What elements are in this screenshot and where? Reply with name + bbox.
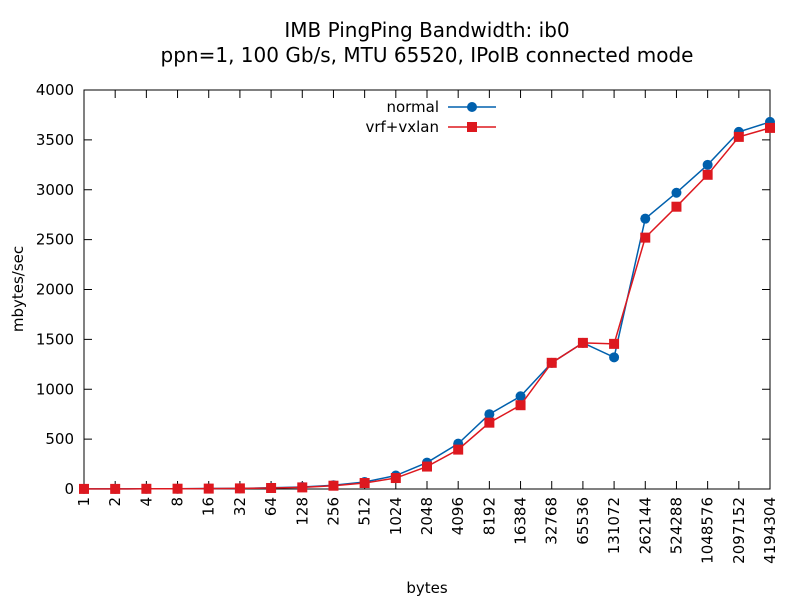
series-layer	[79, 116, 775, 494]
y-tick-label: 0	[64, 480, 74, 498]
series-1	[79, 122, 775, 494]
x-tick-label: 64	[262, 497, 280, 516]
y-tick-label: 3500	[36, 131, 74, 149]
point-square	[609, 338, 620, 349]
point-circle	[515, 391, 526, 402]
plot-frame	[83, 89, 771, 490]
x-tick-label: 32768	[543, 497, 561, 545]
point-circle	[640, 213, 651, 224]
series-0	[79, 116, 775, 494]
chart-subtitle: ppn=1, 100 Gb/s, MTU 65520, IPoIB connec…	[161, 43, 694, 67]
y-tick-label: 1000	[36, 380, 74, 398]
point-circle	[484, 409, 495, 420]
point-square	[453, 444, 464, 455]
point-circle	[702, 159, 713, 170]
series-line	[84, 127, 771, 490]
y-tick-label: 2500	[36, 231, 74, 249]
x-tick-label: 128	[293, 497, 311, 526]
point-square	[141, 483, 152, 494]
y-tick-label: 500	[45, 430, 74, 448]
point-square	[297, 482, 308, 493]
x-tick-label: 32	[231, 497, 249, 516]
point-square	[515, 400, 526, 411]
x-tick-label: 16384	[512, 497, 530, 545]
x-axis-label: bytes	[406, 579, 448, 597]
y-tick-label: 3000	[36, 181, 74, 199]
x-tick-label: 1	[75, 497, 93, 507]
point-square	[577, 337, 588, 348]
point-square	[640, 232, 651, 243]
series-line	[84, 121, 771, 490]
y-tick-label: 2000	[36, 281, 74, 299]
x-tick-label: 4	[137, 497, 155, 507]
x-tick-label: 131072	[605, 497, 623, 554]
point-square	[671, 201, 682, 212]
chart-title: IMB PingPing Bandwidth: ib0	[284, 18, 569, 42]
point-square	[484, 417, 495, 428]
point-circle	[609, 352, 620, 363]
point-square	[390, 473, 401, 484]
legend-marker	[467, 122, 477, 132]
x-tick-label: 65536	[574, 497, 592, 545]
x-axis-ticks: 1 2 4 8 16 32 64 128 256 512 1024 2048 4096 8192 16384…	[75, 90, 779, 564]
y-axis-ticks: 0 500 1000 1500 2000 2500 3000 3500 4000	[36, 81, 770, 498]
x-tick-label: 262144	[636, 497, 654, 554]
point-square	[266, 483, 277, 494]
legend: normal vrf+vxlan	[365, 98, 496, 136]
point-square	[359, 478, 370, 489]
x-tick-label: 4096	[449, 497, 467, 535]
x-tick-label: 8192	[480, 497, 498, 535]
y-tick-label: 1500	[36, 330, 74, 348]
x-tick-label: 1048576	[699, 497, 717, 564]
point-square	[422, 461, 432, 472]
point-square	[328, 480, 339, 491]
point-square	[110, 483, 121, 494]
point-square	[765, 122, 775, 133]
point-square	[733, 131, 744, 142]
point-square	[203, 483, 214, 494]
x-tick-label: 1024	[387, 497, 405, 535]
x-tick-label: 524288	[667, 497, 685, 554]
point-square	[234, 483, 245, 494]
y-axis-label: mbytes/sec	[9, 246, 27, 332]
x-tick-label: 512	[356, 497, 374, 526]
point-square	[172, 483, 183, 494]
x-tick-label: 2097152	[730, 497, 748, 564]
x-tick-label: 256	[324, 497, 342, 526]
legend-label: vrf+vxlan	[365, 118, 439, 136]
point-square	[79, 483, 89, 494]
x-tick-label: 2048	[418, 497, 436, 535]
point-circle	[671, 187, 682, 198]
point-square	[546, 357, 557, 368]
x-tick-label: 8	[169, 497, 187, 507]
x-tick-label: 16	[200, 497, 218, 516]
point-square	[702, 169, 713, 180]
x-tick-label: 2	[106, 497, 124, 507]
legend-label: normal	[386, 98, 439, 116]
y-tick-label: 4000	[36, 81, 74, 99]
legend-marker	[467, 102, 477, 112]
x-tick-label: 4194304	[761, 497, 779, 564]
